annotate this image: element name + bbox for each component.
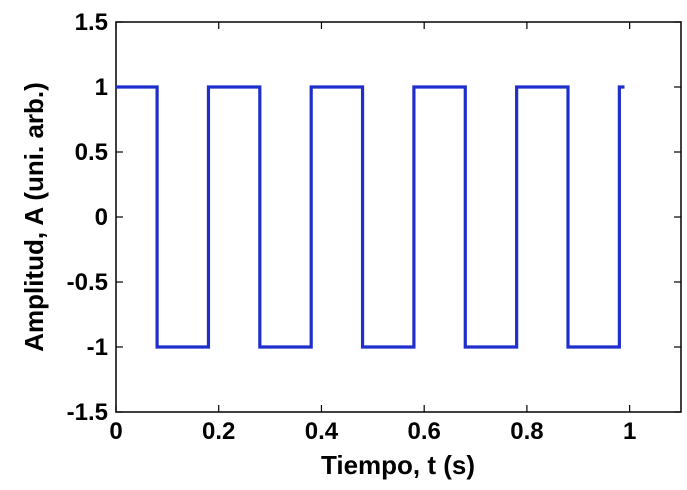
x-axis-label: Tiempo, t (s) — [321, 450, 475, 480]
y-tick-label: 1 — [95, 74, 108, 101]
x-tick-label: 1 — [623, 418, 636, 445]
y-tick-label: 0.5 — [75, 139, 108, 166]
x-tick-label: 0.2 — [202, 418, 235, 445]
x-tick-label: 0.6 — [407, 418, 440, 445]
plot-area — [115, 21, 682, 413]
x-tick-label: 0.8 — [510, 418, 543, 445]
axis-tick-labels: 0 0.2 0.4 0.6 0.8 1 -1.5 -1 -0.5 0 0.5 1 1.5 — [67, 9, 637, 445]
y-tick-label: 1.5 — [75, 9, 108, 36]
x-tick-label: 0 — [109, 418, 122, 445]
y-axis-label: Amplitud, A (uni. arb.) — [19, 82, 49, 352]
y-tick-label: -1.5 — [67, 399, 108, 426]
series-line — [116, 85, 625, 349]
y-tick-label: -1 — [87, 334, 108, 361]
y-tick-label: -0.5 — [67, 269, 108, 296]
y-tick-label: 0 — [95, 204, 108, 231]
x-tick-label: 0.4 — [305, 418, 339, 445]
